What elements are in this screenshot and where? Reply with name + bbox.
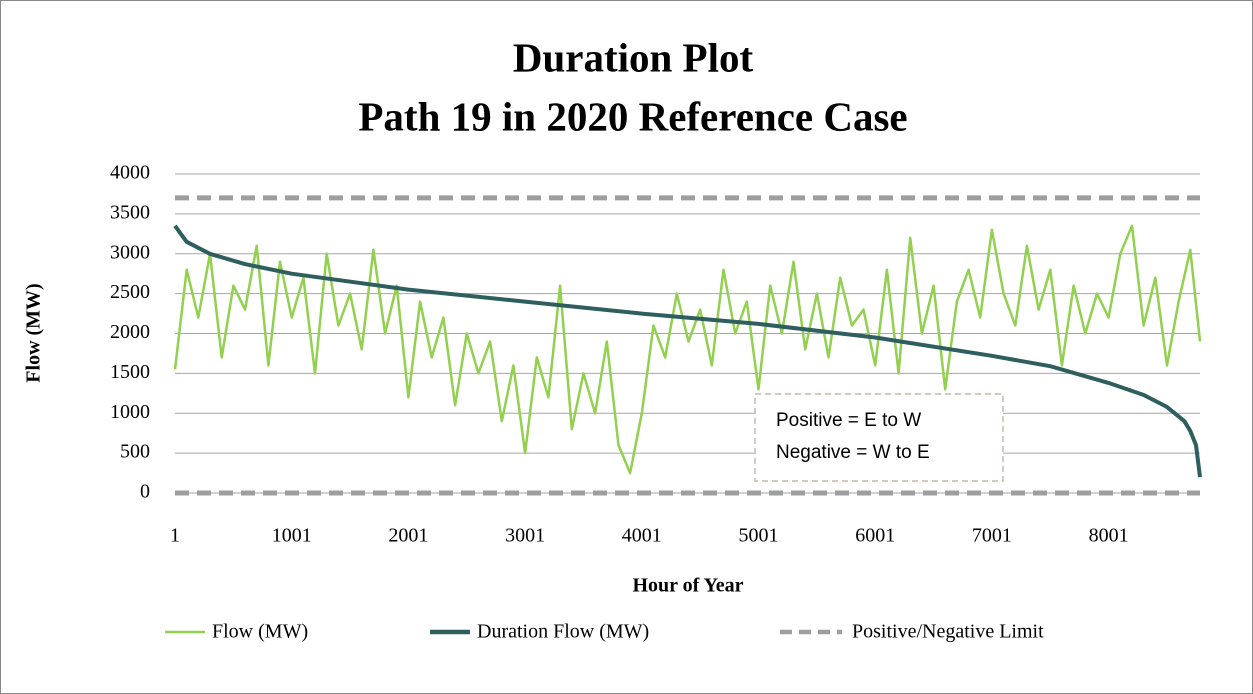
x-tick-label: 4001 [622, 525, 662, 547]
y-tick-label: 2500 [110, 281, 150, 303]
y-axis-label: Flow (MW) [23, 283, 45, 382]
x-tick-label: 1001 [272, 525, 312, 547]
x-tick-label: 1 [170, 525, 180, 547]
y-tick-label: 500 [120, 441, 150, 463]
x-tick-label: 8001 [1089, 525, 1129, 547]
legend-label: Positive/Negative Limit [852, 621, 1044, 643]
y-tick-label: 3500 [110, 201, 150, 223]
y-tick-label: 3000 [110, 241, 150, 263]
annotation-box [754, 393, 1004, 482]
y-tick-label: 4000 [110, 162, 150, 184]
chart-title: Duration Plot [513, 34, 754, 80]
y-tick-label: 2000 [110, 321, 150, 343]
y-tick-label: 1500 [110, 361, 150, 383]
x-tick-label: 6001 [855, 525, 895, 547]
x-tick-label: 5001 [739, 525, 779, 547]
x-tick-label: 3001 [505, 525, 545, 547]
y-tick-label: 1000 [110, 401, 150, 423]
x-tick-label: 2001 [388, 525, 428, 547]
annotation-text: Positive = E to W [776, 410, 921, 431]
series-line [173, 224, 1202, 478]
annotation-text: Negative = W to E [776, 442, 930, 463]
chart-title: Path 19 in 2020 Reference Case [358, 93, 907, 139]
legend-label: Flow (MW) [212, 621, 308, 643]
x-tick-label: 7001 [972, 525, 1012, 547]
x-axis-label: Hour of Year [632, 575, 743, 597]
series-line [173, 224, 1202, 475]
y-tick-label: 0 [140, 481, 150, 503]
legend-label: Duration Flow (MW) [477, 621, 649, 643]
